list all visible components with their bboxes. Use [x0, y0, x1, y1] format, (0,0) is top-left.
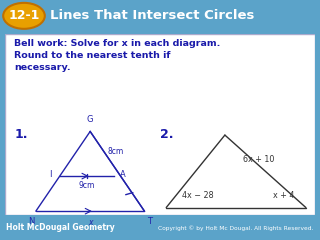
Text: 6x + 10: 6x + 10 [244, 155, 275, 164]
Text: 9cm: 9cm [79, 181, 95, 190]
Text: 1.: 1. [14, 128, 28, 141]
Text: 12-1: 12-1 [8, 9, 40, 22]
Text: Bell work: Solve for x in each diagram.
Round to the nearest tenth if
necessary.: Bell work: Solve for x in each diagram. … [14, 39, 220, 72]
Text: 8cm: 8cm [108, 147, 124, 156]
Text: G: G [87, 115, 93, 124]
Ellipse shape [3, 3, 45, 29]
Text: Copyright © by Holt Mc Dougal. All Rights Reserved.: Copyright © by Holt Mc Dougal. All Right… [158, 225, 314, 231]
Text: 4x − 28: 4x − 28 [182, 191, 213, 200]
Text: Lines That Intersect Circles: Lines That Intersect Circles [50, 9, 254, 22]
Text: x: x [88, 217, 92, 227]
Text: A: A [120, 170, 125, 179]
Text: 2.: 2. [160, 128, 173, 141]
Text: T: T [147, 217, 152, 226]
Text: Holt McDougal Geometry: Holt McDougal Geometry [6, 223, 115, 233]
Text: I: I [50, 170, 52, 179]
Text: N: N [28, 217, 34, 226]
FancyBboxPatch shape [5, 34, 315, 215]
Text: x + 4: x + 4 [274, 191, 295, 200]
